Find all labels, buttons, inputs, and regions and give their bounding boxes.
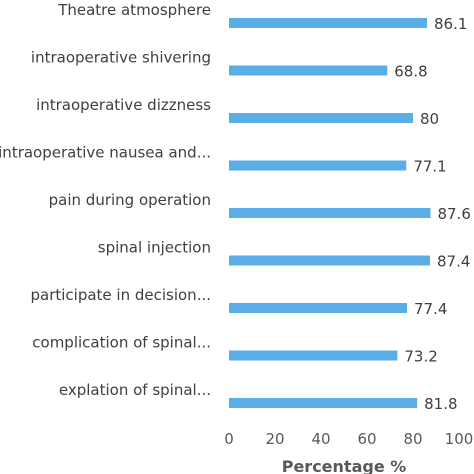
value-label: 87.6 [437,205,470,223]
bar [229,303,408,313]
value-label: 77.1 [413,158,446,176]
category-label: complication of spinal... [32,334,211,352]
bar [229,398,418,408]
x-tick-label: 0 [224,430,234,448]
bar [229,65,388,76]
bar [229,113,413,123]
category-label: pain during operation [49,191,211,209]
category-label: participate in decision... [30,286,211,304]
value-label: 86.1 [434,15,467,33]
x-tick-label: 20 [265,430,284,448]
value-label: 73.2 [404,348,437,366]
x-tick-labels: 0 20 40 60 80 100 [224,430,473,448]
bar [229,255,431,266]
category-label: spinal injection [98,239,211,257]
category-label: Theatre atmosphere [57,1,211,19]
value-label: 81.8 [424,395,457,413]
value-labels: 86.1 68.8 80 77.1 87.6 87.4 77.4 73.2 81.8 [394,15,471,413]
category-label: explation of spinal... [59,381,211,399]
bar [229,350,398,361]
x-axis-title: Percentage % [282,457,407,474]
category-labels: Theatre atmosphere intraoperative shiveri… [0,1,211,399]
bars [229,18,431,408]
value-label: 77.4 [414,300,447,318]
value-label: 87.4 [437,253,470,271]
x-tick-label: 60 [357,430,376,448]
category-label: intraoperative nausea and... [0,144,211,162]
category-label: intraoperative shivering [31,49,211,67]
bar [229,160,407,171]
value-label: 68.8 [394,63,427,81]
x-tick-label: 80 [403,430,422,448]
value-label: 80 [420,110,439,128]
x-tick-label: 100 [445,430,474,448]
x-tick-label: 40 [311,430,330,448]
category-label: intraoperative dizzness [36,96,211,114]
bar [229,18,428,28]
bar [229,208,431,218]
